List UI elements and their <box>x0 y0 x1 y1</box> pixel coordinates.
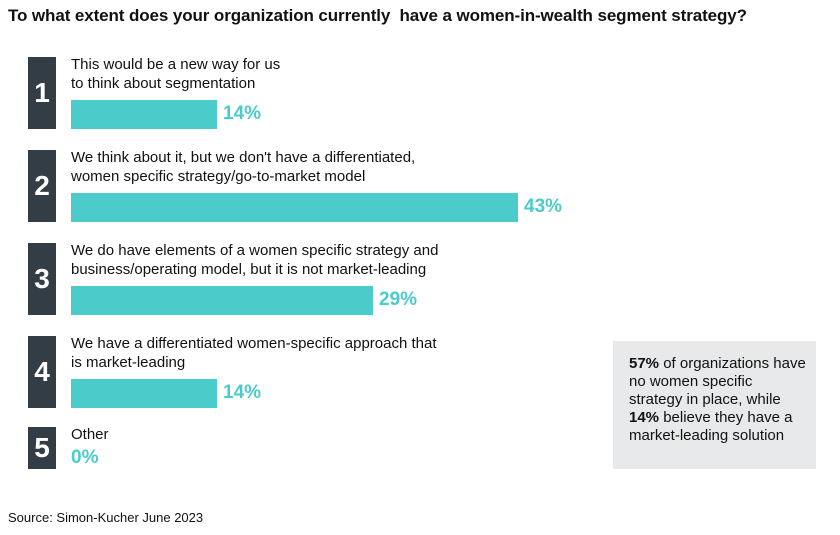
category-label: We have a differentiated women-specific … <box>71 334 437 372</box>
category-label-line: to think about segmentation <box>71 75 256 92</box>
value-label: 29% <box>379 289 418 310</box>
bar <box>71 193 518 222</box>
rank-number-box: 4 <box>28 336 56 408</box>
callout-stat-2: 14% <box>629 409 660 426</box>
category-label-line: Other <box>71 426 109 443</box>
bar <box>71 100 217 129</box>
category-label: We think about it, but we don't have a d… <box>71 148 415 186</box>
source-note: Source: Simon-Kucher June 2023 <box>8 510 204 525</box>
rank-number-box: 2 <box>28 150 56 222</box>
category-label-line: We do have elements of a women specific … <box>71 242 439 259</box>
category-label-line: We think about it, but we don't have a d… <box>71 149 416 166</box>
bar <box>71 379 217 408</box>
category-label: We do have elements of a women specific … <box>71 241 438 279</box>
callout-stat-1: 57% <box>629 355 660 372</box>
rank-number-box: 5 <box>28 427 56 469</box>
category-label: Other <box>71 425 109 444</box>
category-label: This would be a new way for us to think a… <box>71 55 280 93</box>
callout-box: 57% of organizations have no women speci… <box>613 341 816 469</box>
value-label: 14% <box>223 382 262 403</box>
value-label: 14% <box>223 103 262 124</box>
category-label-line: business/operating model, but it is not … <box>71 261 427 278</box>
bar <box>71 286 373 315</box>
rank-number-box: 1 <box>28 57 56 129</box>
category-label-line: women specific strategy/go-to-market mod… <box>71 168 366 185</box>
rank-number-box: 3 <box>28 243 56 315</box>
category-label-line: We have a differentiated women-specific … <box>71 335 437 352</box>
value-label: 0% <box>71 447 99 468</box>
callout-text-1: of organizations have no women specific … <box>629 355 806 408</box>
chart-title: To what extent does your organization cu… <box>8 6 747 25</box>
value-label: 43% <box>524 196 563 217</box>
callout-text-2: believe they have a market-leading solut… <box>629 409 793 444</box>
category-label-line: This would be a new way for us <box>71 56 281 73</box>
category-label-line: is market-leading <box>71 354 186 371</box>
